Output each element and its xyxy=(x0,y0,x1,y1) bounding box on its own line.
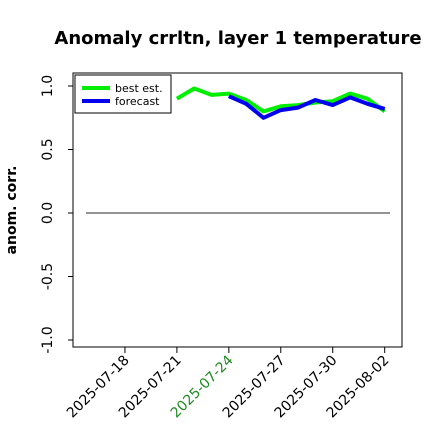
y-axis-label: anom. corr. xyxy=(4,166,20,255)
y-tick-label: -1.0 xyxy=(40,326,56,353)
y-tick-label: 0.5 xyxy=(40,138,56,160)
y-tick-label: -0.5 xyxy=(40,263,56,290)
legend-label-forecast: forecast xyxy=(115,95,160,108)
plot-frame xyxy=(72,72,403,348)
legend: best est. forecast xyxy=(74,74,172,114)
y-tick-label: 1.0 xyxy=(40,75,56,97)
chart-title: Anomaly crrltn, layer 1 temperature xyxy=(54,28,421,49)
legend-label-best-est: best est. xyxy=(115,82,163,95)
legend-box xyxy=(74,74,172,114)
series-line-best-est xyxy=(175,86,386,114)
series-line-forecast xyxy=(227,94,386,120)
y-tick-label: 0.0 xyxy=(40,202,56,224)
